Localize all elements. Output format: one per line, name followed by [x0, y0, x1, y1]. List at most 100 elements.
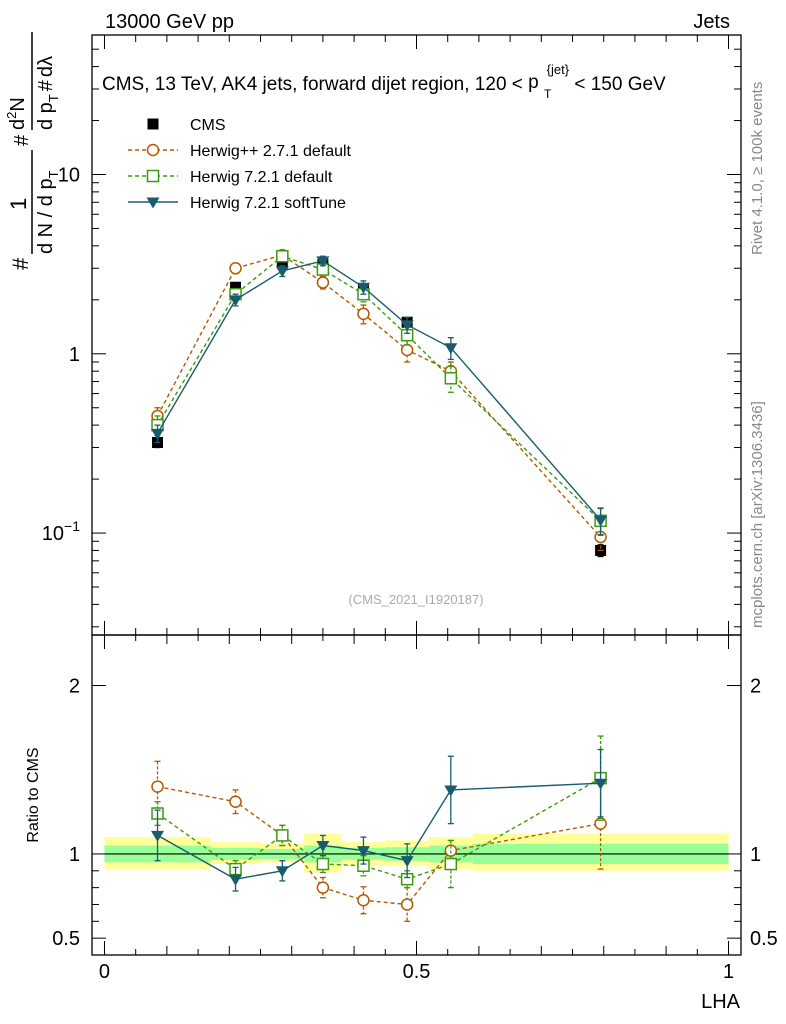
ratio-point: [275, 866, 289, 878]
legend-marker: [146, 169, 160, 183]
energy-label: 13000 GeV pp: [105, 11, 234, 33]
ratio-ticks: 0.5 0.5 1 1 2 2 0 0.5 1: [52, 635, 778, 983]
ratio-line-2: [157, 782, 601, 880]
mcplots-label: mcplots.cern.ch [arXiv:1306.3436]: [749, 401, 766, 628]
ratio-uncertainty-bands: [104, 833, 729, 873]
ratio-point: [594, 778, 608, 790]
ratio-x-tick-label: 0.5: [403, 961, 431, 983]
ratio-ylabel: Ratio to CMS: [25, 747, 42, 842]
main-y-tick-base: 1: [69, 344, 80, 366]
main-point: [151, 428, 165, 440]
ratio-y-tick-label-right: 1: [750, 844, 761, 866]
legend-marker: [147, 118, 159, 130]
main-point: [357, 307, 370, 321]
ratio-panel: 0.5 0.5 1 1 2 2 0 0.5 1 Ratio to CMS LHA: [25, 634, 778, 1013]
main-series-1: [151, 248, 607, 552]
ratio-y-tick-label-left: 2: [69, 676, 80, 698]
ylabel-one: 1: [6, 198, 31, 210]
ratio-point: [316, 881, 330, 894]
legend-label: Herwig 7.2.1 default: [190, 169, 333, 186]
main-point: [276, 257, 288, 269]
main-point: [316, 276, 330, 289]
ylabel-hash-1: #: [8, 257, 33, 270]
ratio-y-tick-label-right: 2: [750, 676, 761, 698]
main-point: [276, 249, 289, 263]
ylabel-denominator-sub: T: [46, 170, 61, 178]
main-y-tick-label: 1: [69, 344, 80, 366]
main-y-tick-label: 10: [58, 165, 80, 187]
main-point: [230, 281, 242, 293]
ylabel-hash-3: #: [35, 79, 57, 91]
category-label: Jets: [693, 11, 730, 33]
upper-ylabel: # 1 d N / d pT # d2N d pT#dλ: [4, 32, 61, 270]
ratio-y-tick-label-left: 1: [69, 844, 80, 866]
ratio-point: [400, 898, 414, 911]
ratio-frame: [91, 634, 742, 956]
ratio-point: [151, 780, 164, 793]
ratio-point: [356, 846, 370, 858]
ratio-point: [444, 785, 458, 797]
ratio-point: [400, 856, 414, 868]
title-symbol: p: [528, 72, 539, 93]
main-line-1: [156, 254, 602, 538]
ratio-y-tick-label-right: 0.5: [750, 928, 778, 950]
ylabel-numerator-d: d: [7, 119, 29, 130]
main-point: [444, 343, 458, 355]
analysis-watermark: (CMS_2021_I1920187): [348, 592, 483, 607]
legend-marker: [146, 197, 160, 209]
main-point: [316, 256, 330, 268]
title-prefix: CMS, 13 TeV, AK4 jets, forward dijet reg…: [102, 74, 523, 95]
main-point: [275, 266, 289, 278]
ratio-point: [151, 830, 165, 842]
main-line-3: [156, 260, 602, 521]
title-subscript: T: [544, 87, 552, 101]
main-line-2: [156, 255, 602, 522]
ylabel-second-denominator: d pT # dλ: [35, 56, 61, 130]
main-y-tick-exponent: −1: [64, 518, 80, 534]
main-series-0: [152, 257, 607, 558]
title-superscript: {jet}: [547, 62, 570, 77]
ylabel-dpt: d p: [35, 102, 57, 130]
ylabel-numerator-n: N: [7, 97, 29, 111]
main-point: [229, 261, 242, 275]
ratio-line-0: [157, 785, 601, 906]
main-point: [400, 320, 414, 332]
ratio-point: [444, 857, 458, 871]
ratio-series: [151, 735, 608, 922]
main-point: [444, 372, 458, 385]
main-series-2: [151, 249, 607, 537]
ratio-x-tick-label: 1: [723, 961, 734, 983]
ratio-point: [357, 894, 370, 907]
main-point: [400, 343, 414, 357]
ylabel-numerator-sup: 2: [4, 112, 19, 119]
rivet-version-label: Rivet 4.1.0, ≥ 100k events: [749, 82, 766, 255]
ylabel-denominator-text: d N / d p: [35, 178, 57, 254]
legend-marker: [146, 143, 160, 157]
ratio-point: [316, 841, 330, 853]
main-point: [594, 515, 608, 527]
ratio-point: [229, 795, 242, 808]
ratio-point: [316, 857, 330, 871]
ylabel-dlambda: dλ: [35, 56, 57, 77]
x-axis-label: LHA: [701, 991, 741, 1013]
legend-label: Herwig 7.2.1 softTune: [190, 195, 346, 212]
plot-title: CMS, 13 TeV, AK4 jets, forward dijet reg…: [102, 58, 666, 103]
legend: CMS Herwig++ 2.7.1 default Herwig 7.2.1 de…: [128, 117, 352, 212]
ylabel-denominator: d N / d pT: [35, 170, 61, 254]
ratio-x-tick-label: 0: [99, 961, 110, 983]
legend-label: Herwig++ 2.7.1 default: [190, 143, 352, 160]
ratio-point: [229, 874, 243, 886]
ylabel-hash-2: #: [11, 134, 33, 146]
main-y-tick-label: 10−1: [42, 518, 80, 545]
ratio-y-tick-label-left: 0.5: [52, 928, 80, 950]
main-series: [151, 248, 608, 558]
ratio-point: [276, 829, 289, 842]
ylabel-dpt-sub: T: [46, 94, 61, 102]
ylabel-numerator: d2N: [4, 97, 29, 130]
main-y-tick-base: 10: [42, 523, 64, 545]
main-point: [229, 295, 243, 307]
ratio-line-1: [157, 777, 601, 880]
main-point: [356, 282, 370, 294]
